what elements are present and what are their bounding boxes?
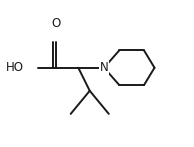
Text: HO: HO [6,61,24,74]
Text: O: O [52,17,61,30]
Text: N: N [100,61,108,74]
